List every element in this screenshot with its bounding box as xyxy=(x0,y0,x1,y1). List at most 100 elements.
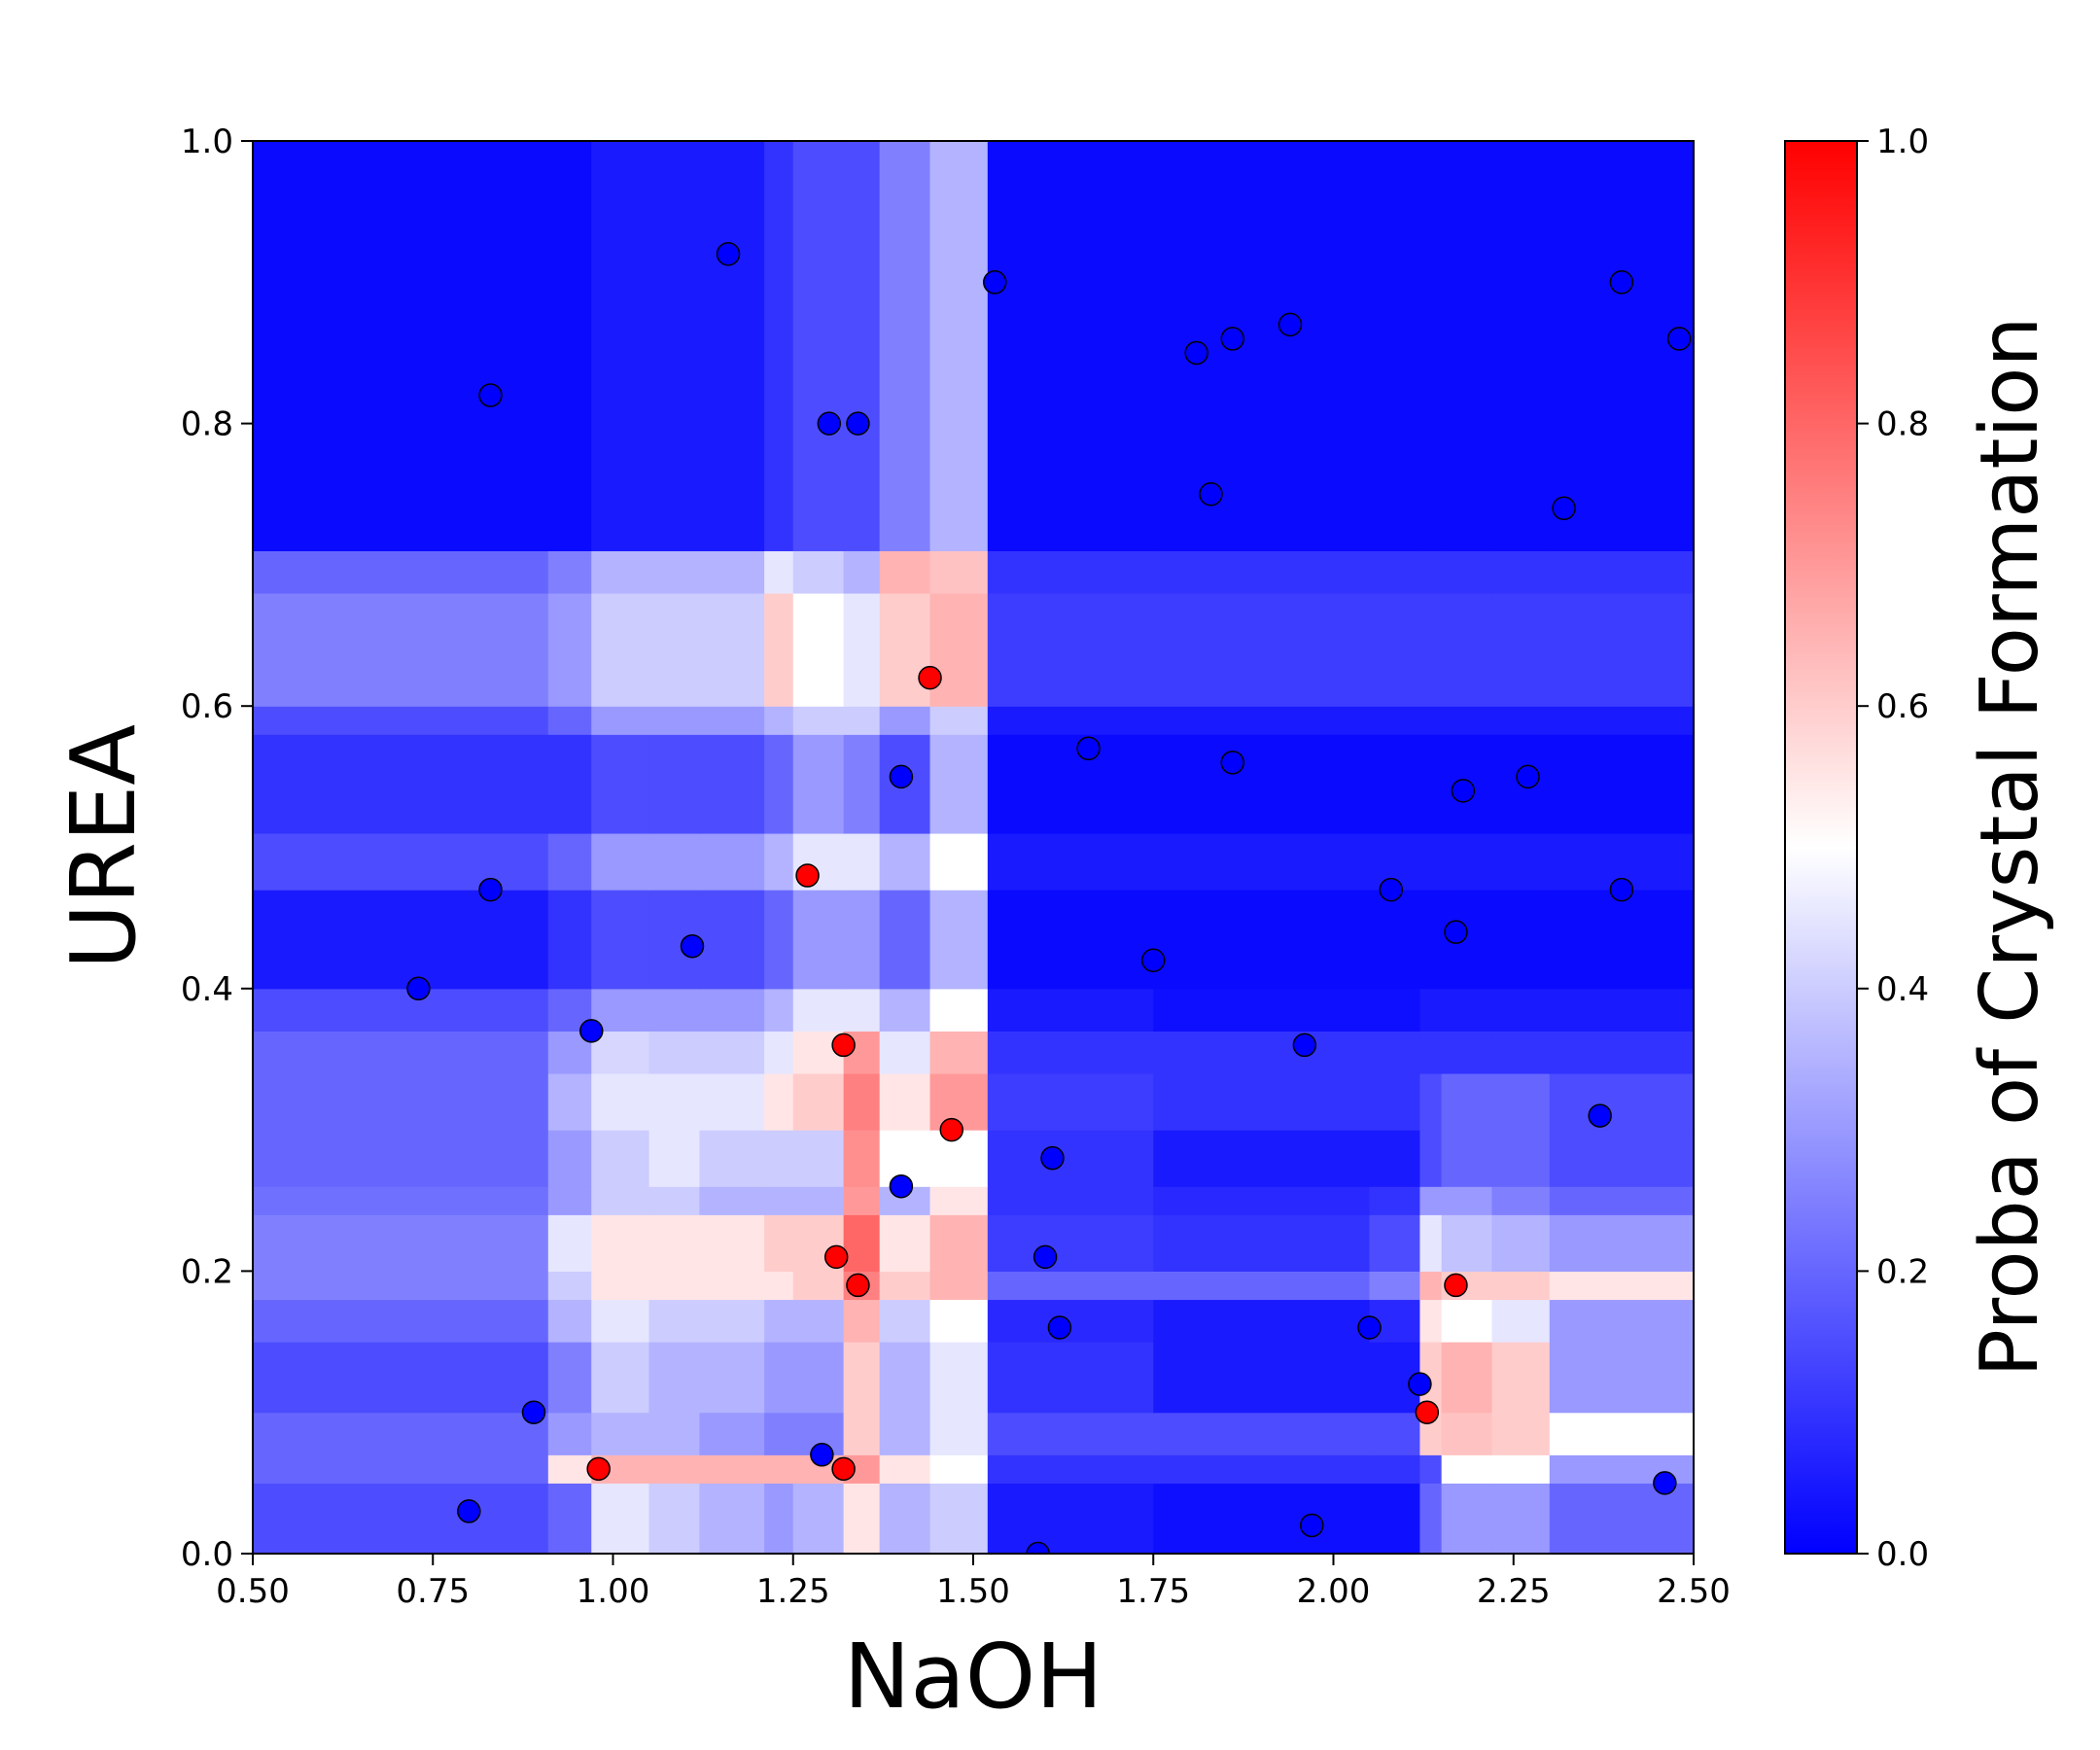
heatmap-cell xyxy=(879,1214,931,1272)
data-point xyxy=(831,1456,856,1482)
x-tick-label: 1.25 xyxy=(756,1572,830,1611)
heatmap-cell xyxy=(591,592,650,707)
heatmap-cell xyxy=(1549,1214,1694,1272)
heatmap-cell xyxy=(1549,592,1694,707)
heatmap-cell xyxy=(253,706,549,735)
heatmap-cell xyxy=(843,890,881,990)
x-axis-label: NaOH xyxy=(844,1625,1103,1729)
heatmap-cell xyxy=(547,1299,592,1343)
y-tick-label: 0.8 xyxy=(181,405,233,444)
heatmap-cell xyxy=(1441,1412,1493,1455)
heatmap-cell xyxy=(648,1031,701,1074)
heatmap-cell xyxy=(253,550,549,594)
heatmap-cell xyxy=(929,1214,989,1272)
data-point xyxy=(1379,877,1404,902)
data-point xyxy=(817,411,842,436)
heatmap-cell xyxy=(648,1072,701,1131)
heatmap-cell xyxy=(792,1130,845,1187)
data-point xyxy=(810,1443,834,1467)
heatmap-cell xyxy=(591,1130,650,1187)
heatmap-cell xyxy=(792,550,845,594)
data-point xyxy=(478,383,503,407)
heatmap-cell xyxy=(1441,1483,1493,1554)
heatmap-cell xyxy=(792,1271,845,1301)
heatmap-cell xyxy=(987,1031,1154,1074)
heatmap-cell xyxy=(764,1031,794,1074)
colorbar-tick-label: 0.0 xyxy=(1876,1535,1929,1574)
heatmap-cell xyxy=(987,832,1154,891)
y-axis: 0.0 0.2 0.4 0.6 0.8 1.0 xyxy=(181,122,253,1574)
heatmap-cell xyxy=(1153,1031,1371,1074)
heatmap-cell xyxy=(1419,1214,1443,1272)
heatmap-cell xyxy=(987,890,1154,990)
heatmap-cell xyxy=(987,1483,1154,1554)
data-point xyxy=(1444,920,1468,944)
heatmap-cell xyxy=(1419,1130,1443,1187)
heatmap-cell xyxy=(648,1483,701,1554)
heatmap-cell xyxy=(879,1412,931,1455)
heatmap-cell xyxy=(253,734,549,834)
heatmap-cell xyxy=(1419,1454,1443,1484)
heatmap-cell xyxy=(929,141,989,551)
data-point xyxy=(982,270,1007,295)
heatmap-cell xyxy=(1441,1072,1493,1131)
heatmap-cell xyxy=(929,1483,989,1554)
heatmap-cell xyxy=(253,141,549,551)
heatmap-cell xyxy=(792,734,845,834)
heatmap-cell xyxy=(764,1483,794,1554)
heatmap-cell xyxy=(1549,141,1694,551)
y-tick-label: 0.4 xyxy=(181,970,233,1009)
heatmap-cell xyxy=(1153,1186,1371,1215)
colorbar-label: Proba of Crystal Formation xyxy=(1964,317,2056,1378)
heatmap-cell xyxy=(591,1214,650,1272)
heatmap-cell xyxy=(843,1299,881,1343)
heatmap-cell xyxy=(253,592,549,707)
heatmap-cell xyxy=(929,890,989,990)
data-point xyxy=(918,665,942,690)
heatmap-cell xyxy=(699,141,765,551)
data-point xyxy=(586,1456,611,1482)
y-axis-label: UREA xyxy=(52,724,156,969)
heatmap-cell xyxy=(1491,1299,1551,1343)
heatmap-cell xyxy=(987,1342,1154,1414)
heatmap-cell xyxy=(1369,1072,1421,1131)
heatmap-cell xyxy=(1419,550,1443,594)
heatmap-cell xyxy=(547,1454,592,1484)
heatmap-cell xyxy=(547,706,592,735)
heatmap-cell xyxy=(987,1299,1154,1343)
heatmap-cell xyxy=(1549,988,1694,1032)
heatmap-cell xyxy=(699,1214,765,1272)
heatmap-cell xyxy=(987,1271,1154,1301)
heatmap-cell xyxy=(699,988,765,1032)
heatmap-cell xyxy=(1369,706,1421,735)
heatmap-cell xyxy=(1153,592,1371,707)
heatmap-cell xyxy=(764,592,794,707)
heatmap-cell xyxy=(699,832,765,891)
data-point xyxy=(1199,482,1223,507)
heatmap-cell xyxy=(253,832,549,891)
data-point xyxy=(1141,948,1166,972)
heatmap-cell xyxy=(987,1186,1154,1215)
heatmap-cell xyxy=(1419,592,1443,707)
heatmap-cell xyxy=(1153,141,1371,551)
heatmap-cell xyxy=(1491,1130,1551,1187)
heatmap-cell xyxy=(1369,1271,1421,1301)
heatmap-cell xyxy=(792,141,845,551)
heatmap-cell xyxy=(764,1072,794,1131)
heatmap-cell xyxy=(1419,1072,1443,1131)
heatmap-cell xyxy=(764,706,794,735)
heatmap-cell xyxy=(547,1483,592,1554)
heatmap-cell xyxy=(1441,1186,1493,1215)
heatmap-cell xyxy=(547,832,592,891)
heatmap-cell xyxy=(1153,1214,1371,1272)
heatmap-cell xyxy=(1549,706,1694,735)
heatmap-cell xyxy=(1153,734,1371,834)
heatmap-cell xyxy=(648,706,701,735)
heatmap-cell xyxy=(591,1031,650,1074)
heatmap-cell xyxy=(929,1412,989,1455)
data-point xyxy=(579,1019,604,1043)
heatmap-cell xyxy=(253,1031,549,1074)
heatmap-cell xyxy=(648,734,701,834)
heatmap-cell xyxy=(879,1454,931,1484)
heatmap-cell xyxy=(1153,1299,1371,1343)
